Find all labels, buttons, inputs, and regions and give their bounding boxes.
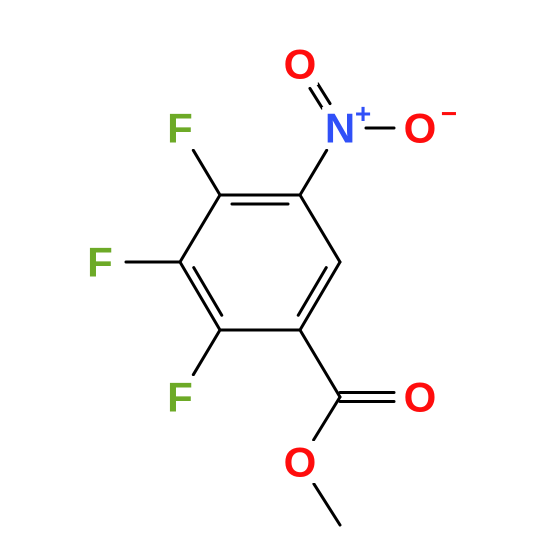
f-atom-label: F <box>167 105 193 152</box>
f-atom-label: F <box>167 374 193 421</box>
o-atom-label: O <box>404 374 437 421</box>
charge-label: + <box>355 98 371 129</box>
molecule-diagram: N+OO−FFFOO <box>0 0 533 533</box>
n-atom-label: N <box>325 105 355 152</box>
charge-label: − <box>441 98 457 129</box>
f-atom-label: F <box>87 239 113 286</box>
o-atom-label: O <box>404 105 437 152</box>
o-atom-label: O <box>284 41 317 88</box>
o-atom-label: O <box>284 439 317 486</box>
